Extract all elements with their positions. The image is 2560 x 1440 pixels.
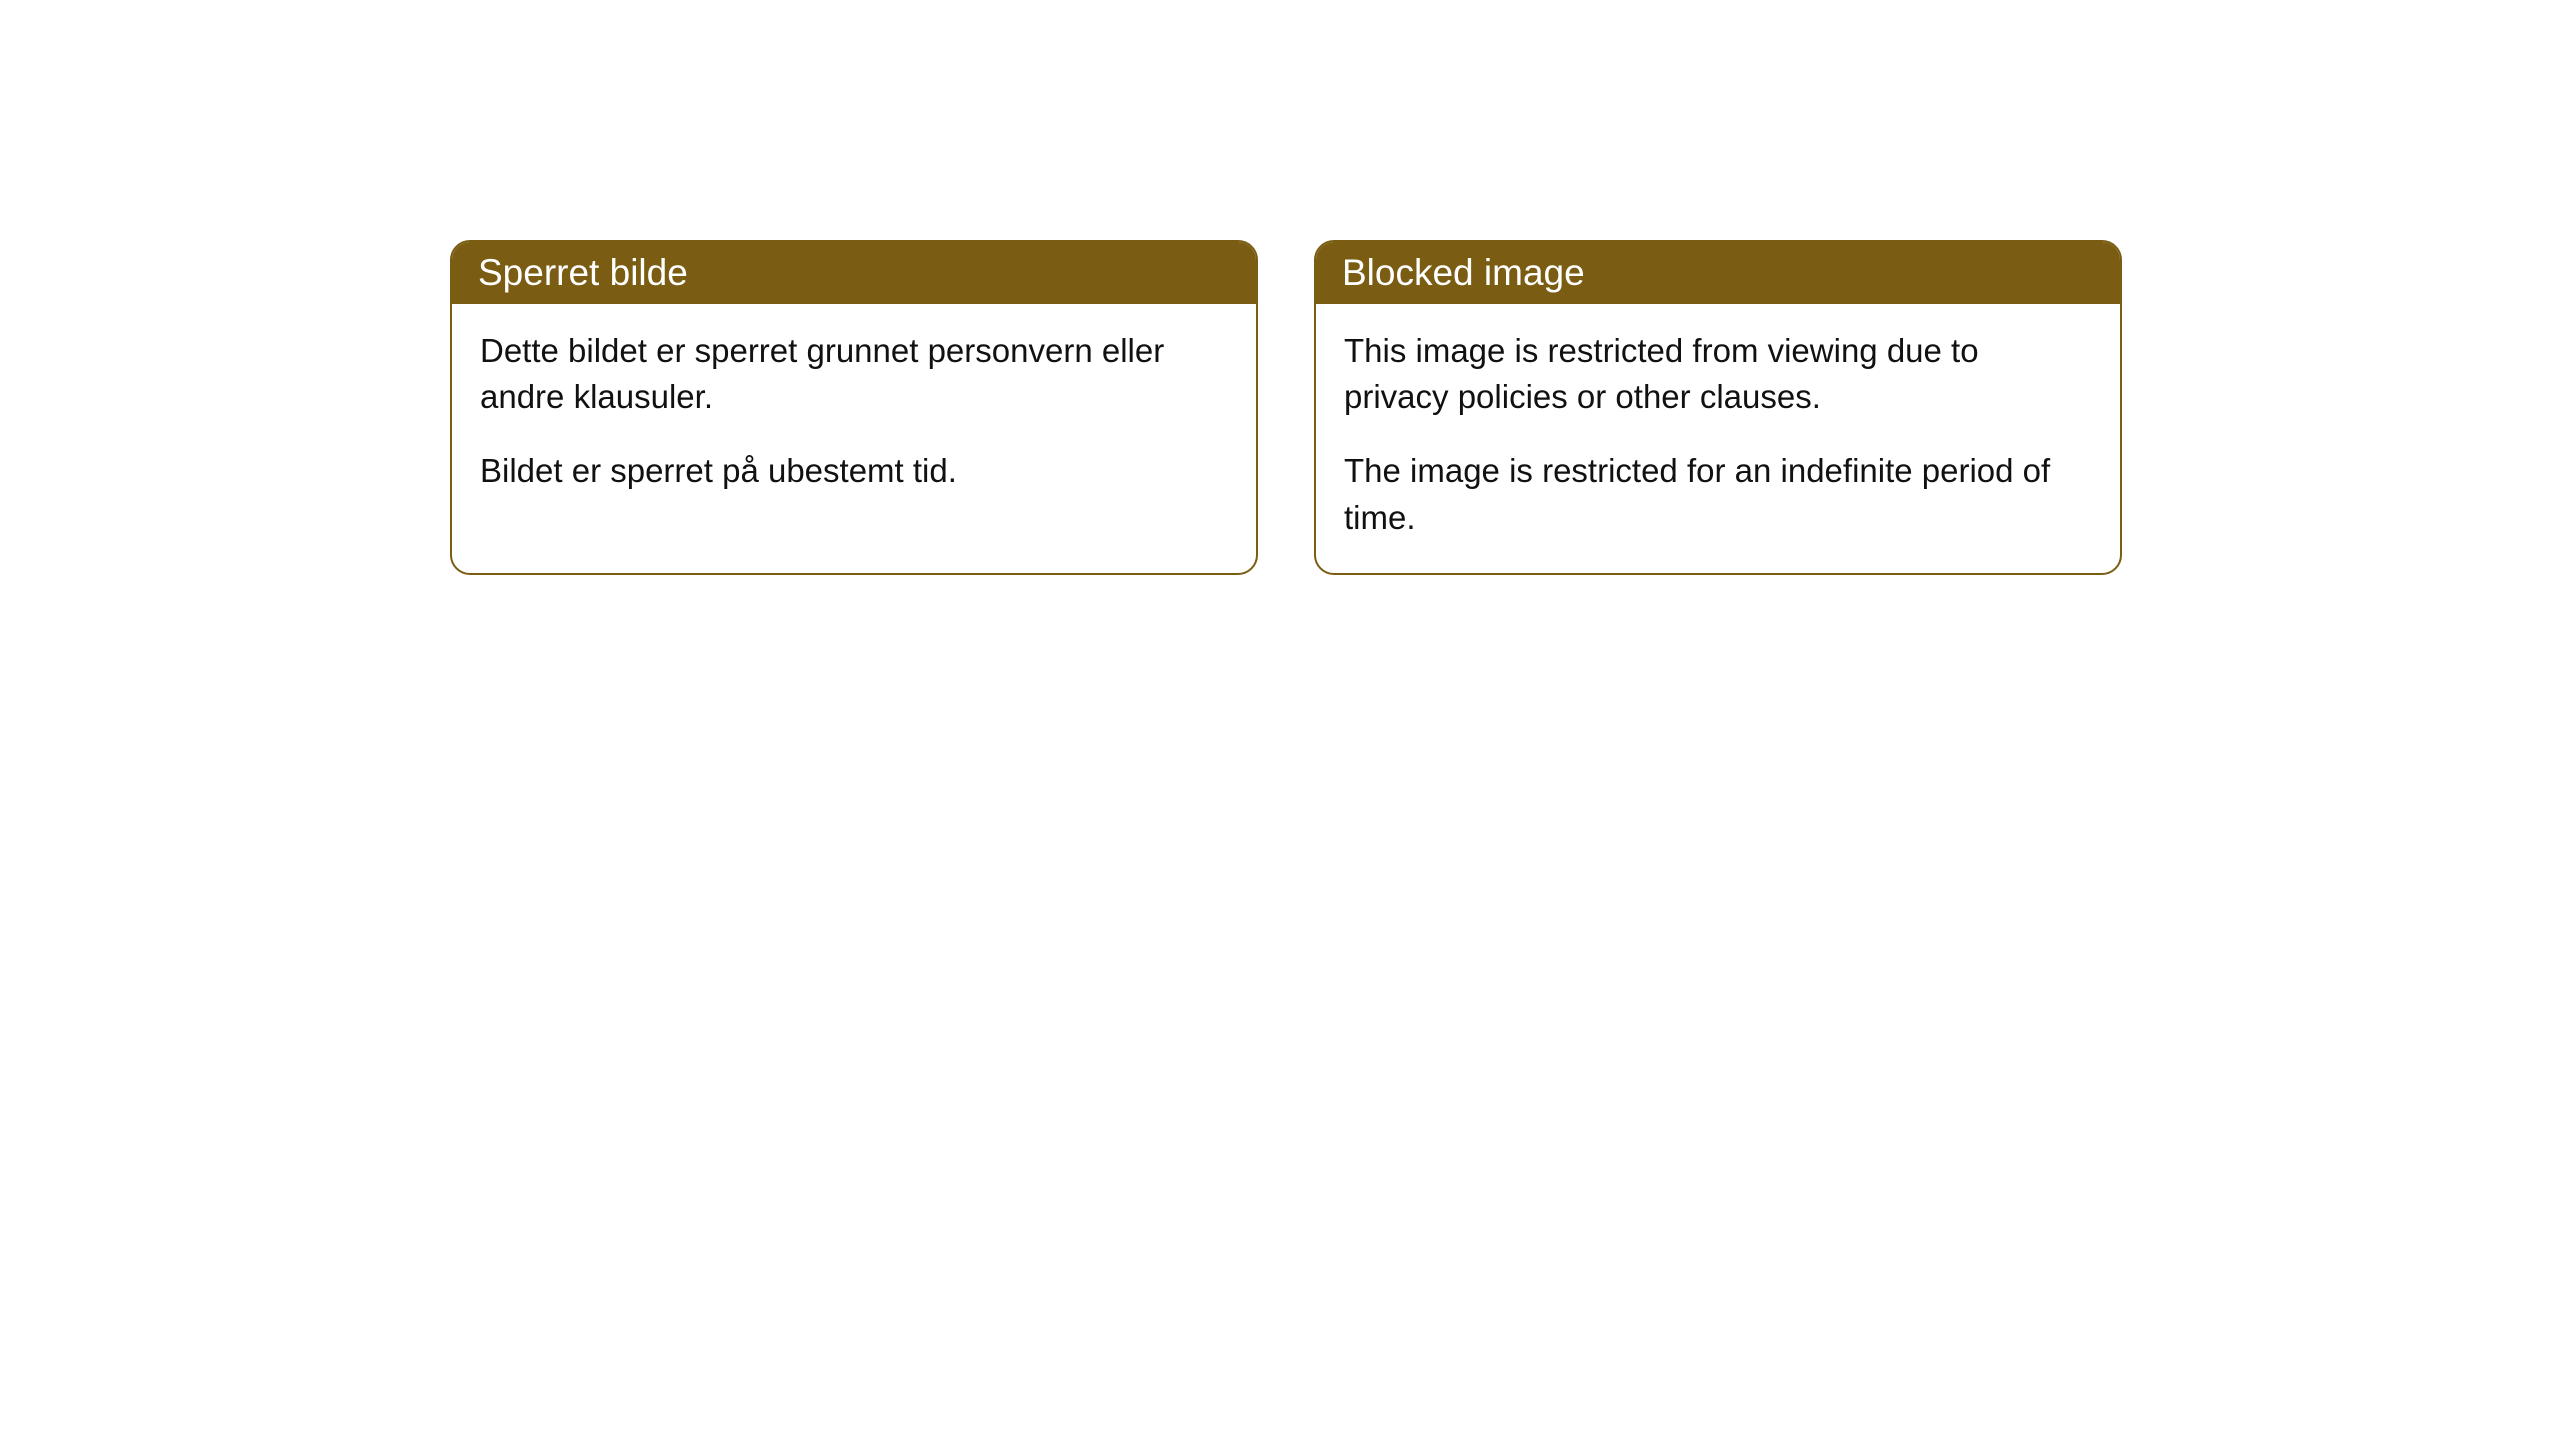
notice-card-title: Blocked image <box>1316 242 2120 304</box>
notice-card-english: Blocked image This image is restricted f… <box>1314 240 2122 575</box>
notice-card-container: Sperret bilde Dette bildet er sperret gr… <box>0 0 2560 575</box>
notice-paragraph-1: Dette bildet er sperret grunnet personve… <box>480 328 1228 420</box>
notice-paragraph-1: This image is restricted from viewing du… <box>1344 328 2092 420</box>
notice-card-title: Sperret bilde <box>452 242 1256 304</box>
notice-paragraph-2: Bildet er sperret på ubestemt tid. <box>480 448 1228 494</box>
notice-card-body: Dette bildet er sperret grunnet personve… <box>452 304 1256 527</box>
notice-card-body: This image is restricted from viewing du… <box>1316 304 2120 573</box>
notice-paragraph-2: The image is restricted for an indefinit… <box>1344 448 2092 540</box>
notice-card-norwegian: Sperret bilde Dette bildet er sperret gr… <box>450 240 1258 575</box>
